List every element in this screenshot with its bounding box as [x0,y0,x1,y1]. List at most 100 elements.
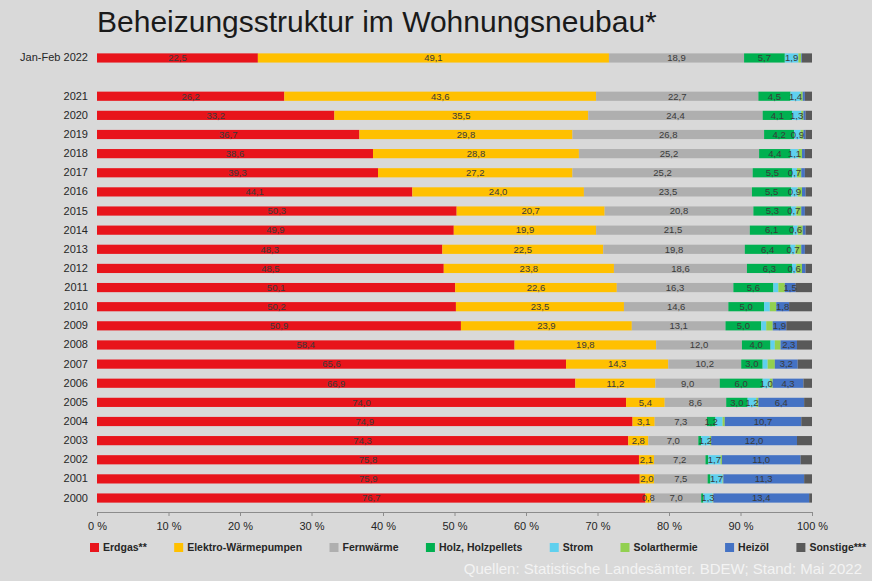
data-label: 0,7 [787,205,800,216]
y-tick-label: 2020 [64,109,88,121]
data-label: 19,9 [516,224,535,235]
bar-segment [763,360,768,369]
data-label: 58,4 [297,339,316,350]
legend-item: Erdgas** [90,541,148,553]
y-axis: Jan-Feb 20222021202020192018201720162015… [20,51,88,503]
data-label: 6,4 [775,397,788,408]
bar-segment [789,302,812,311]
x-tick-label: 70 % [585,520,610,532]
data-label: 22,7 [668,91,687,102]
data-label: 10,7 [754,416,773,427]
x-tick-label: 40 % [371,520,396,532]
data-label: 24,4 [666,110,685,121]
data-label: 19,8 [665,244,684,255]
data-label: 2,1 [640,454,653,465]
y-tick-label: 2016 [64,185,88,197]
legend-swatch [620,543,629,552]
x-tick: 60 % [514,512,539,532]
y-tick-label: 2007 [64,358,88,370]
bar-segment [809,493,812,502]
x-tick-mark [526,512,527,516]
data-label: 27,2 [466,167,485,178]
bar-segment [804,398,812,407]
x-tick: 80 % [657,512,682,532]
data-label: 5,5 [766,167,779,178]
chart: Beheizungsstruktur im Wohnungsneubau*22,… [0,0,872,581]
legend-item: Elektro-Wärmepumpen [174,541,302,553]
bar-segment [801,168,805,177]
legend-item: Strom [550,541,593,553]
x-tick: 20 % [228,512,253,532]
bar-segment [797,436,812,445]
x-tick: 50 % [442,512,467,532]
bar-segment [806,226,812,235]
data-label: 3,2 [780,358,793,369]
y-tick: 2012 [64,262,88,274]
bar-segment [803,379,812,388]
data-label: 5,6 [747,282,760,293]
data-label: 0,9 [791,129,804,140]
y-tick-label: 2011 [64,281,88,293]
bar-segment [801,245,805,254]
data-label: 7,0 [667,435,680,446]
x-tick-mark [240,512,241,516]
bar-segment [798,360,812,369]
x-tick-mark [598,512,599,516]
data-label: 74,0 [352,397,371,408]
data-label: 14,6 [667,301,686,312]
legend-label: Holz, Holzpellets [439,541,523,553]
bar-segment [803,92,805,101]
data-label: 33,2 [206,110,225,121]
data-label: 21,5 [664,224,683,235]
x-tick: 10 % [156,512,181,532]
data-label: 1,2 [745,397,758,408]
data-label: 14,3 [608,358,627,369]
bar-segment [806,111,812,120]
data-label: 50,1 [267,282,286,293]
data-label: 6,3 [763,263,776,274]
x-tick-label: 60 % [514,520,539,532]
data-label: 22,6 [527,282,546,293]
data-label: 7,5 [674,473,687,484]
data-label: 9,0 [681,378,694,389]
data-label: 36,7 [219,129,238,140]
data-label: 3,1 [637,416,650,427]
data-label: 76,7 [362,492,381,503]
data-label: 7,2 [673,454,686,465]
x-tick-label: 30 % [299,520,324,532]
data-label: 22,5 [168,52,187,63]
y-tick-label: 2008 [64,338,88,350]
data-label: 22,5 [514,244,533,255]
data-label: 1,9 [773,320,786,331]
y-tick: 2005 [64,396,88,408]
data-label: 1,7 [710,473,723,484]
data-label: 2,0 [640,473,653,484]
y-tick-label: Jan-Feb 2022 [20,51,88,63]
x-tick-mark [312,512,313,516]
x-tick-label: 100 % [797,520,828,532]
data-label: 4,2 [773,129,786,140]
data-label: 26,2 [181,91,200,102]
x-tick-mark [669,512,670,516]
data-label: 50,3 [268,205,287,216]
data-label: 65,6 [322,358,341,369]
legend: Erdgas**Elektro-WärmepumpenFernwärmeHolz… [90,541,867,553]
x-tick-mark [97,512,98,516]
data-label: 6,1 [765,224,778,235]
data-label: 43,6 [431,91,450,102]
legend-swatch [330,543,339,552]
data-label: 0,6 [788,263,801,274]
y-tick-label: 2005 [64,396,88,408]
x-tick-label: 20 % [228,520,253,532]
data-label: 3,0 [745,358,758,369]
data-label: 11,0 [752,454,770,465]
data-labels: 22,526,233,236,738,639,344,150,349,948,3… [168,52,804,503]
data-label: 1,3 [701,492,714,503]
data-label: 1,3 [790,110,803,121]
data-label: 3,0 [730,397,743,408]
bar-segment [805,206,812,215]
data-label: 7,3 [674,416,687,427]
data-label: 44,1 [245,186,264,197]
x-tick: 70 % [585,512,610,532]
bar-segment [786,321,812,330]
